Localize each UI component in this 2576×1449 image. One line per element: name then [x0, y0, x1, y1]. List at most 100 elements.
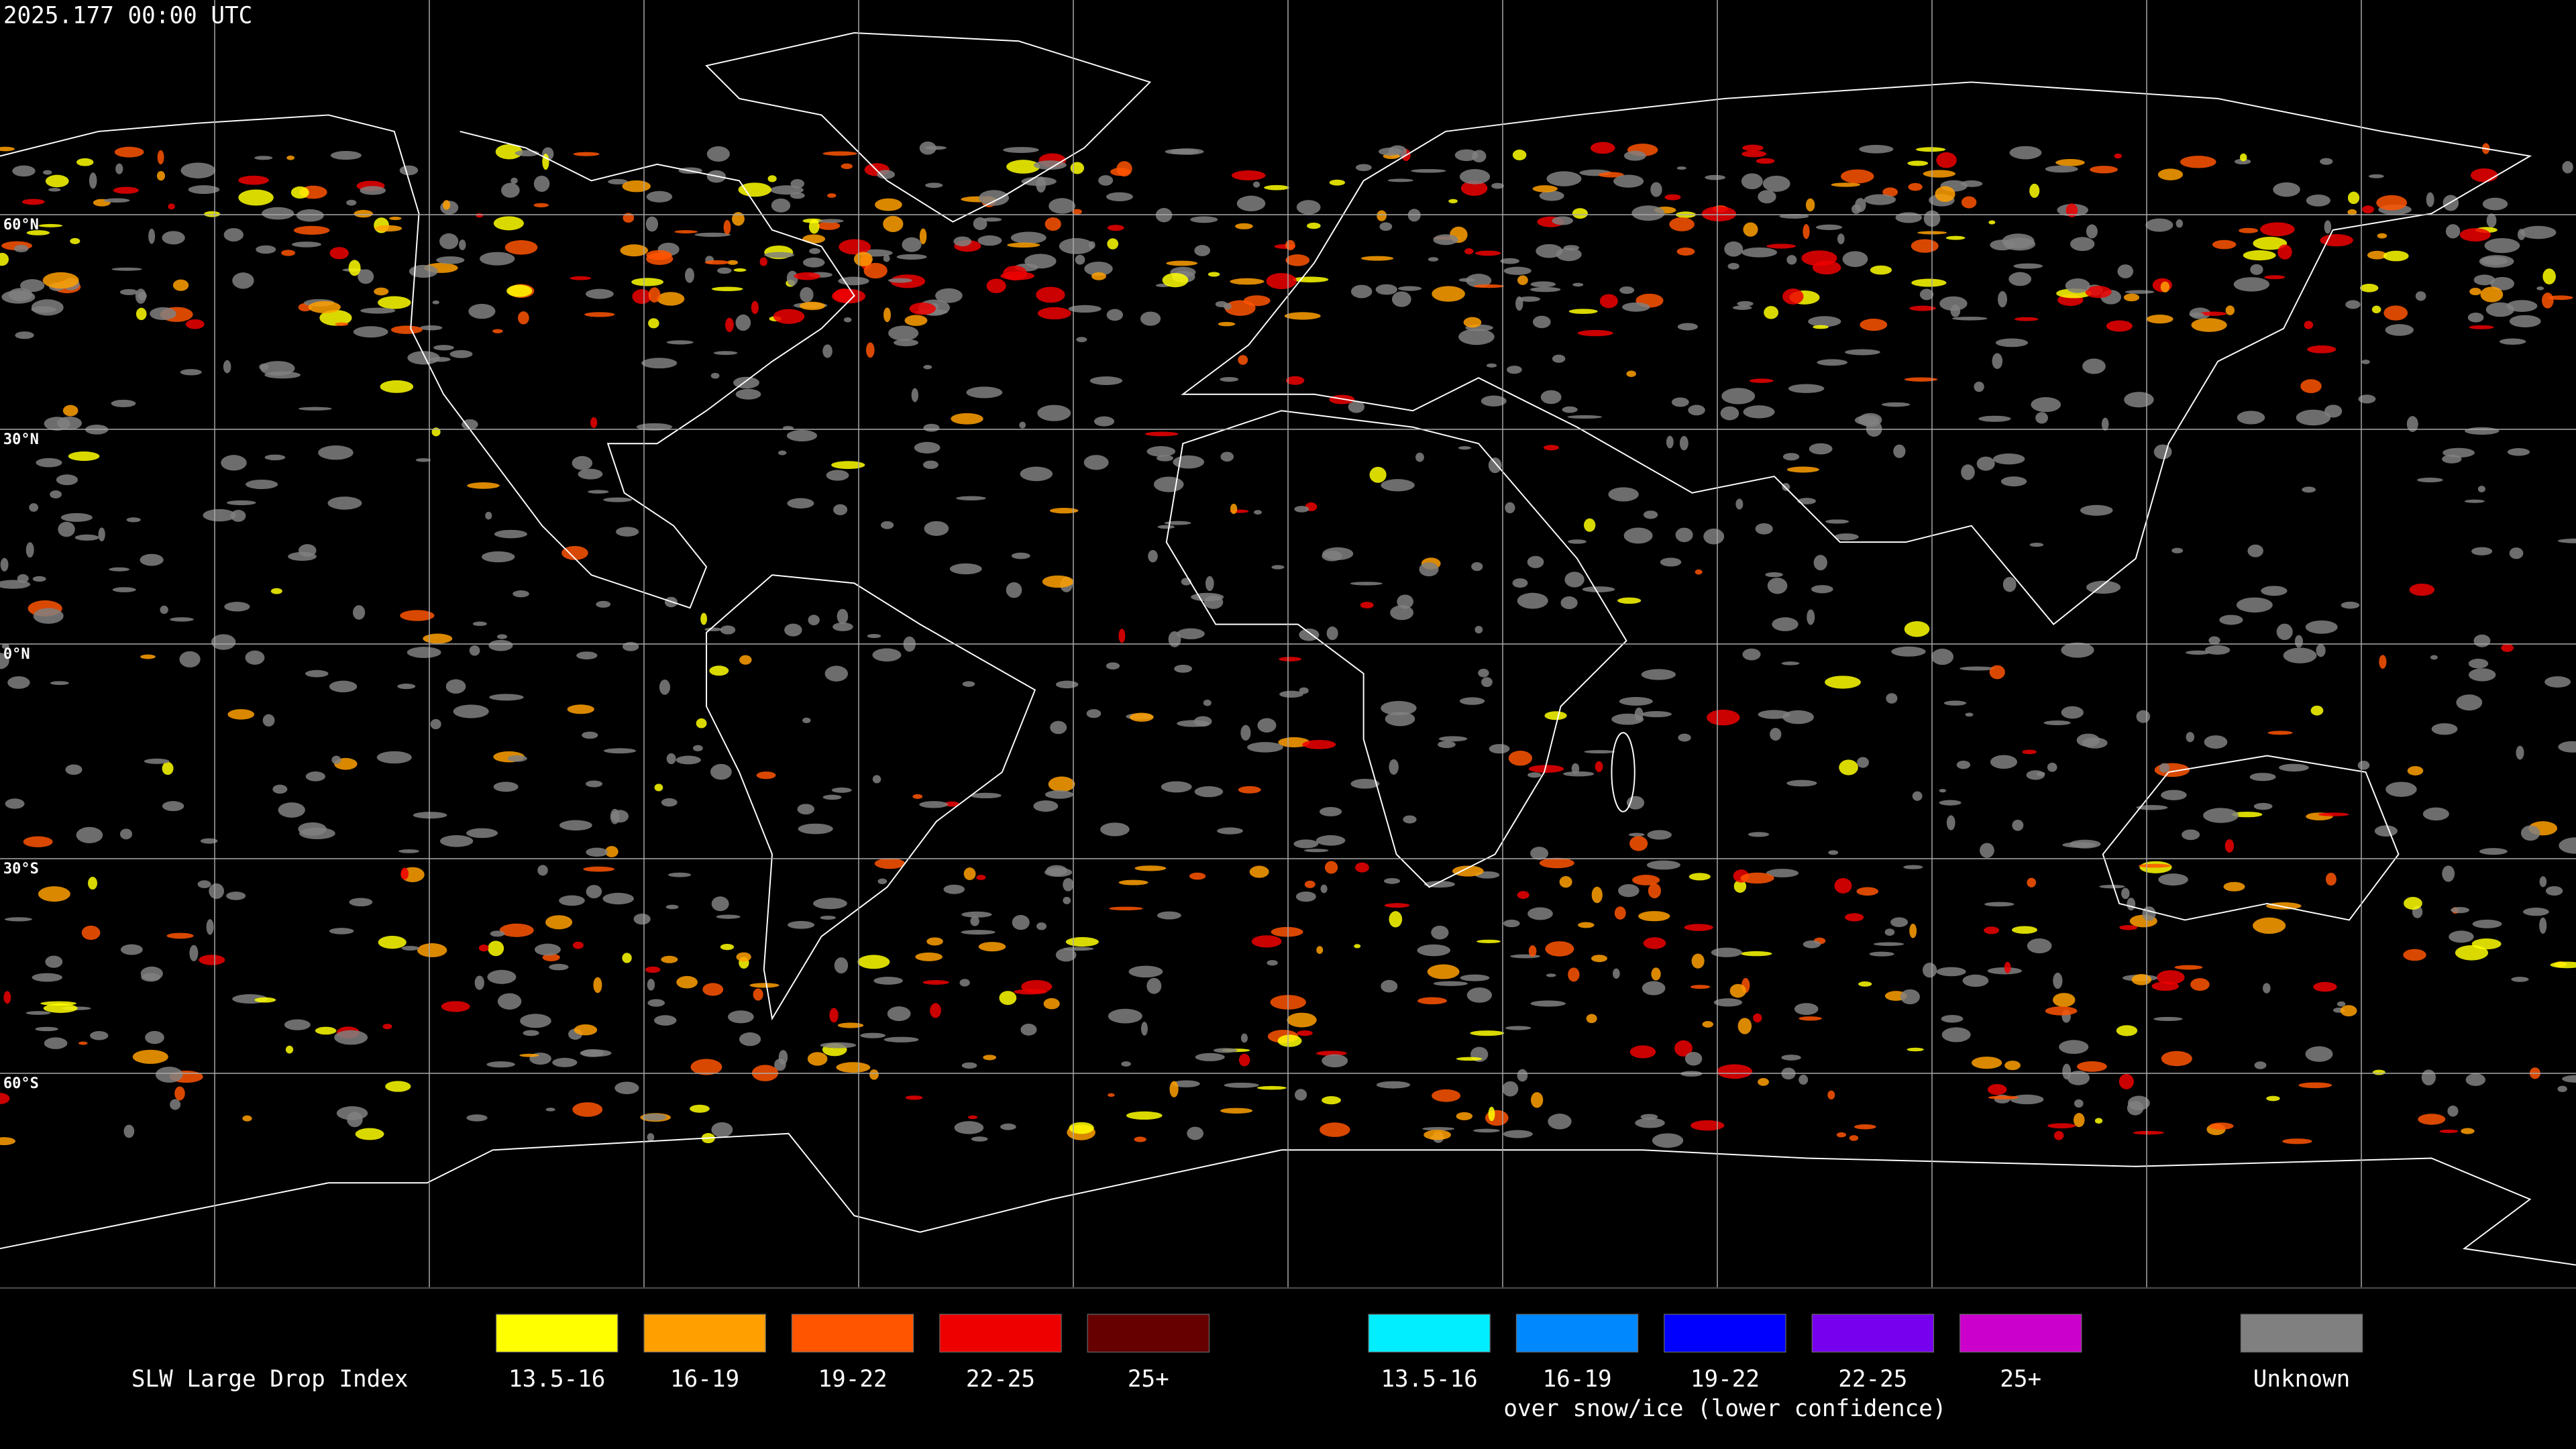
cloud-patch: [1732, 305, 1752, 310]
cloud-patch: [1765, 572, 1783, 578]
cloud-patch: [132, 1049, 168, 1064]
cloud-patch: [603, 748, 637, 754]
cloud-patch: [2470, 168, 2498, 182]
cloud-patch: [174, 1086, 185, 1101]
cloud-patch: [735, 388, 761, 400]
cloud-patch: [430, 718, 441, 730]
cloud-patch: [2047, 1123, 2076, 1128]
cloud-patch: [2000, 476, 2027, 487]
cloud-patch: [1684, 1052, 1703, 1066]
cloud-patch: [70, 237, 80, 245]
cloud-patch: [641, 358, 678, 369]
cloud-patch: [308, 301, 341, 313]
cloud-patch: [88, 877, 98, 890]
cloud-patch: [1169, 1081, 1179, 1097]
cloud-patch: [376, 751, 412, 764]
cloud-patch: [1786, 780, 1817, 787]
cloud-patch: [1355, 862, 1369, 873]
cloud-patch: [1128, 965, 1163, 978]
cloud-patch: [1638, 911, 1670, 922]
cloud-patch: [1293, 276, 1329, 282]
cloud-patch: [4, 917, 33, 922]
cloud-patch: [2509, 547, 2524, 559]
cloud-patch: [1010, 231, 1046, 244]
cloud-patch: [126, 517, 141, 523]
cloud-patch: [2385, 782, 2417, 797]
cloud-patch: [1510, 954, 1541, 959]
cloud-patch: [2209, 1122, 2234, 1130]
cloud-patch: [497, 993, 522, 1010]
cloud-patch: [552, 1057, 578, 1067]
cloud-patch: [103, 198, 130, 203]
cloud-patch: [13, 244, 29, 253]
cloud-patch: [227, 709, 255, 720]
cloud-patch: [1166, 260, 1198, 266]
cloud-patch: [466, 1114, 488, 1122]
cloud-patch: [318, 445, 354, 460]
cloud-patch: [2099, 884, 2125, 889]
cloud-patch: [1936, 152, 1957, 168]
cloud-patch: [2073, 1113, 2085, 1128]
legend-swatch: [1811, 1313, 1935, 1353]
cloud-patch: [764, 252, 795, 258]
cloud-patch: [1279, 657, 1301, 661]
cloud-patch: [1486, 363, 1497, 368]
cloud-patch: [2153, 1016, 2183, 1021]
cloud-patch: [374, 287, 389, 296]
cloud-patch: [0, 653, 9, 669]
cloud-patch: [259, 363, 269, 370]
cloud-patch: [817, 221, 841, 230]
cloud-patch: [1900, 989, 1921, 1005]
cloud-patch: [1781, 661, 1800, 665]
cloud-patch: [150, 307, 176, 321]
cloud-patch: [1460, 974, 1490, 981]
cloud-patch: [711, 286, 743, 292]
cloud-patch: [1688, 405, 1705, 416]
cloud-patch: [1000, 1123, 1016, 1130]
cloud-patch: [1825, 676, 1861, 689]
cloud-patch: [751, 301, 759, 315]
cloud-patch: [2253, 802, 2273, 810]
cloud-patch: [43, 1004, 78, 1013]
cloud-patch: [1044, 867, 1073, 877]
cloud-patch: [883, 1036, 919, 1042]
cloud-patch: [1909, 305, 1936, 311]
cloud-patch: [2011, 926, 2038, 934]
cloud-patch: [1733, 879, 1747, 893]
cloud-patch: [2347, 209, 2357, 216]
cloud-patch: [1619, 286, 1635, 294]
cloud-patch: [659, 680, 670, 695]
cloud-patch: [959, 979, 970, 987]
cloud-patch: [1857, 757, 1869, 768]
cloud-patch: [836, 1062, 871, 1073]
greenland: [705, 32, 1152, 223]
cloud-patch: [2136, 710, 2151, 723]
cloud-patch: [2430, 655, 2438, 660]
cloud-patch: [1302, 740, 1336, 749]
cloud-patch: [48, 188, 61, 192]
cloud-patch: [113, 186, 139, 194]
cloud-patch: [1595, 761, 1603, 772]
cloud-patch: [1939, 789, 1947, 793]
cloud-patch: [466, 828, 498, 839]
cloud-patch: [145, 1030, 164, 1044]
cloud-patch: [2468, 668, 2496, 682]
cloud-patch: [2156, 970, 2185, 985]
cloud-patch: [232, 272, 254, 289]
cloud-patch: [1146, 446, 1176, 457]
cloud-patch: [1303, 849, 1329, 853]
legend-label: 13.5-16: [508, 1366, 605, 1393]
cloud-patch: [1536, 244, 1563, 258]
cloud-patch: [1106, 192, 1133, 202]
cloud-patch: [120, 944, 143, 955]
cloud-patch: [1059, 237, 1094, 254]
cloud-patch: [1355, 164, 1372, 172]
cloud-patch: [2204, 645, 2231, 655]
cloud-patch: [1552, 354, 1566, 363]
cloud-patch: [1788, 384, 1825, 393]
cloud-patch: [2231, 811, 2263, 818]
cloud-patch: [1626, 370, 1636, 378]
cloud-patch: [2008, 272, 2032, 286]
legend-label: 22-25: [1838, 1366, 1907, 1393]
cloud-patch: [2212, 239, 2237, 250]
